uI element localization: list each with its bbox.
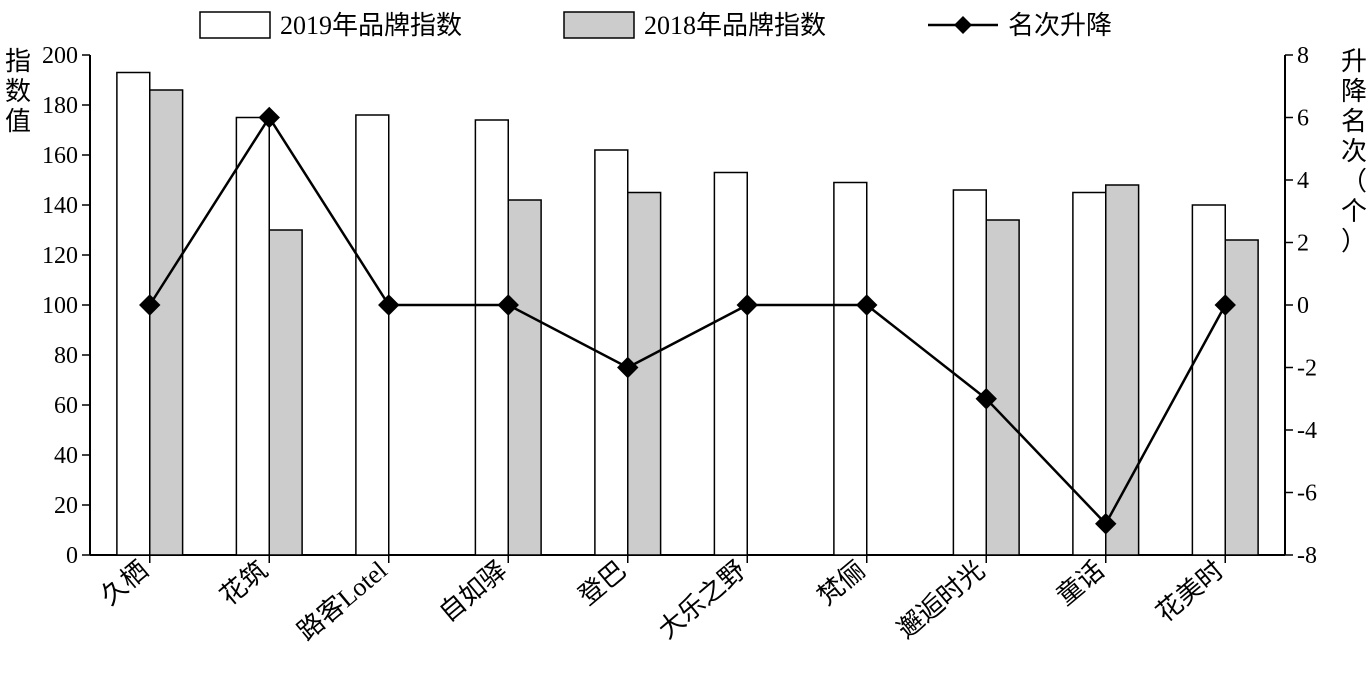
yright-title-char: 名 xyxy=(1341,107,1367,136)
x-category-label: 梵俪 xyxy=(812,555,870,611)
bar-2018 xyxy=(508,200,541,555)
yleft-tick-label: 40 xyxy=(54,443,78,469)
yleft-tick-label: 0 xyxy=(66,543,78,569)
yright-title-char: 次 xyxy=(1341,137,1367,166)
x-category-label: 久栖 xyxy=(95,555,153,611)
bar-2018 xyxy=(269,230,302,555)
yright-title-char: 降 xyxy=(1341,77,1367,106)
x-category-label: 花美时 xyxy=(1151,555,1229,627)
yleft-tick-label: 180 xyxy=(42,93,78,119)
x-category-label: 花筑 xyxy=(215,555,273,611)
bar-2019 xyxy=(236,118,269,556)
yright-title-char: ） xyxy=(1341,227,1367,256)
x-category-label: 大乐之野 xyxy=(653,555,751,644)
bar-2019 xyxy=(1192,205,1225,555)
yright-title-char: 个 xyxy=(1341,197,1367,226)
x-category-label: 邂逅时光 xyxy=(892,555,990,644)
yleft-tick-label: 140 xyxy=(42,193,78,219)
bar-2019 xyxy=(356,115,389,555)
yleft-tick-label: 20 xyxy=(54,493,78,519)
bar-2018 xyxy=(1106,185,1139,555)
rank-line xyxy=(150,118,1226,524)
yleft-title-char: 指 xyxy=(5,47,31,76)
x-category-label: 路客Lotel xyxy=(292,555,393,646)
legend-label-2018: 2018年品牌指数 xyxy=(644,11,826,40)
bar-2018 xyxy=(986,220,1019,555)
x-category-label: 自如驿 xyxy=(434,555,512,627)
legend-swatch-2018 xyxy=(564,12,634,38)
yleft-title-char: 值 xyxy=(5,107,31,136)
yright-tick-label: -6 xyxy=(1297,481,1317,507)
legend-label-2019: 2019年品牌指数 xyxy=(280,11,462,40)
yright-tick-label: 8 xyxy=(1297,43,1309,69)
yright-title-char: 升 xyxy=(1341,47,1367,76)
bar-2018 xyxy=(628,193,661,556)
yright-tick-label: 4 xyxy=(1297,168,1309,194)
yright-tick-label: 6 xyxy=(1297,106,1309,132)
x-category-label: 童话 xyxy=(1051,555,1109,611)
yright-tick-label: 0 xyxy=(1297,293,1309,319)
x-category-label: 登巴 xyxy=(573,555,631,611)
bar-2018 xyxy=(1225,240,1258,555)
yleft-title-char: 数 xyxy=(5,77,31,106)
legend-diamond-icon xyxy=(954,16,972,34)
bar-2019 xyxy=(475,120,508,555)
legend-label-rank: 名次升降 xyxy=(1008,11,1112,40)
bar-2019 xyxy=(714,173,747,556)
brand-index-chart: 0 20 40 60 80 100 120 140 160 180 200 指数值 -8 -6 -4 -2 0 2… xyxy=(0,0,1372,688)
yleft-tick-label: 200 xyxy=(42,43,78,69)
bar-2018 xyxy=(150,90,183,555)
bar-2019 xyxy=(834,183,867,556)
bar-2019 xyxy=(953,190,986,555)
yleft-tick-label: 60 xyxy=(54,393,78,419)
bar-2019 xyxy=(117,73,150,556)
yright-tick-label: -2 xyxy=(1297,356,1317,382)
yleft-tick-label: 100 xyxy=(42,293,78,319)
legend-swatch-2019 xyxy=(200,12,270,38)
yleft-tick-label: 80 xyxy=(54,343,78,369)
bar-2019 xyxy=(1073,193,1106,556)
yright-tick-label: -8 xyxy=(1297,543,1317,569)
yleft-tick-label: 120 xyxy=(42,243,78,269)
yright-title-char: （ xyxy=(1341,167,1367,196)
yright-tick-label: 2 xyxy=(1297,231,1309,257)
yright-tick-label: -4 xyxy=(1297,418,1317,444)
yleft-tick-label: 160 xyxy=(42,143,78,169)
